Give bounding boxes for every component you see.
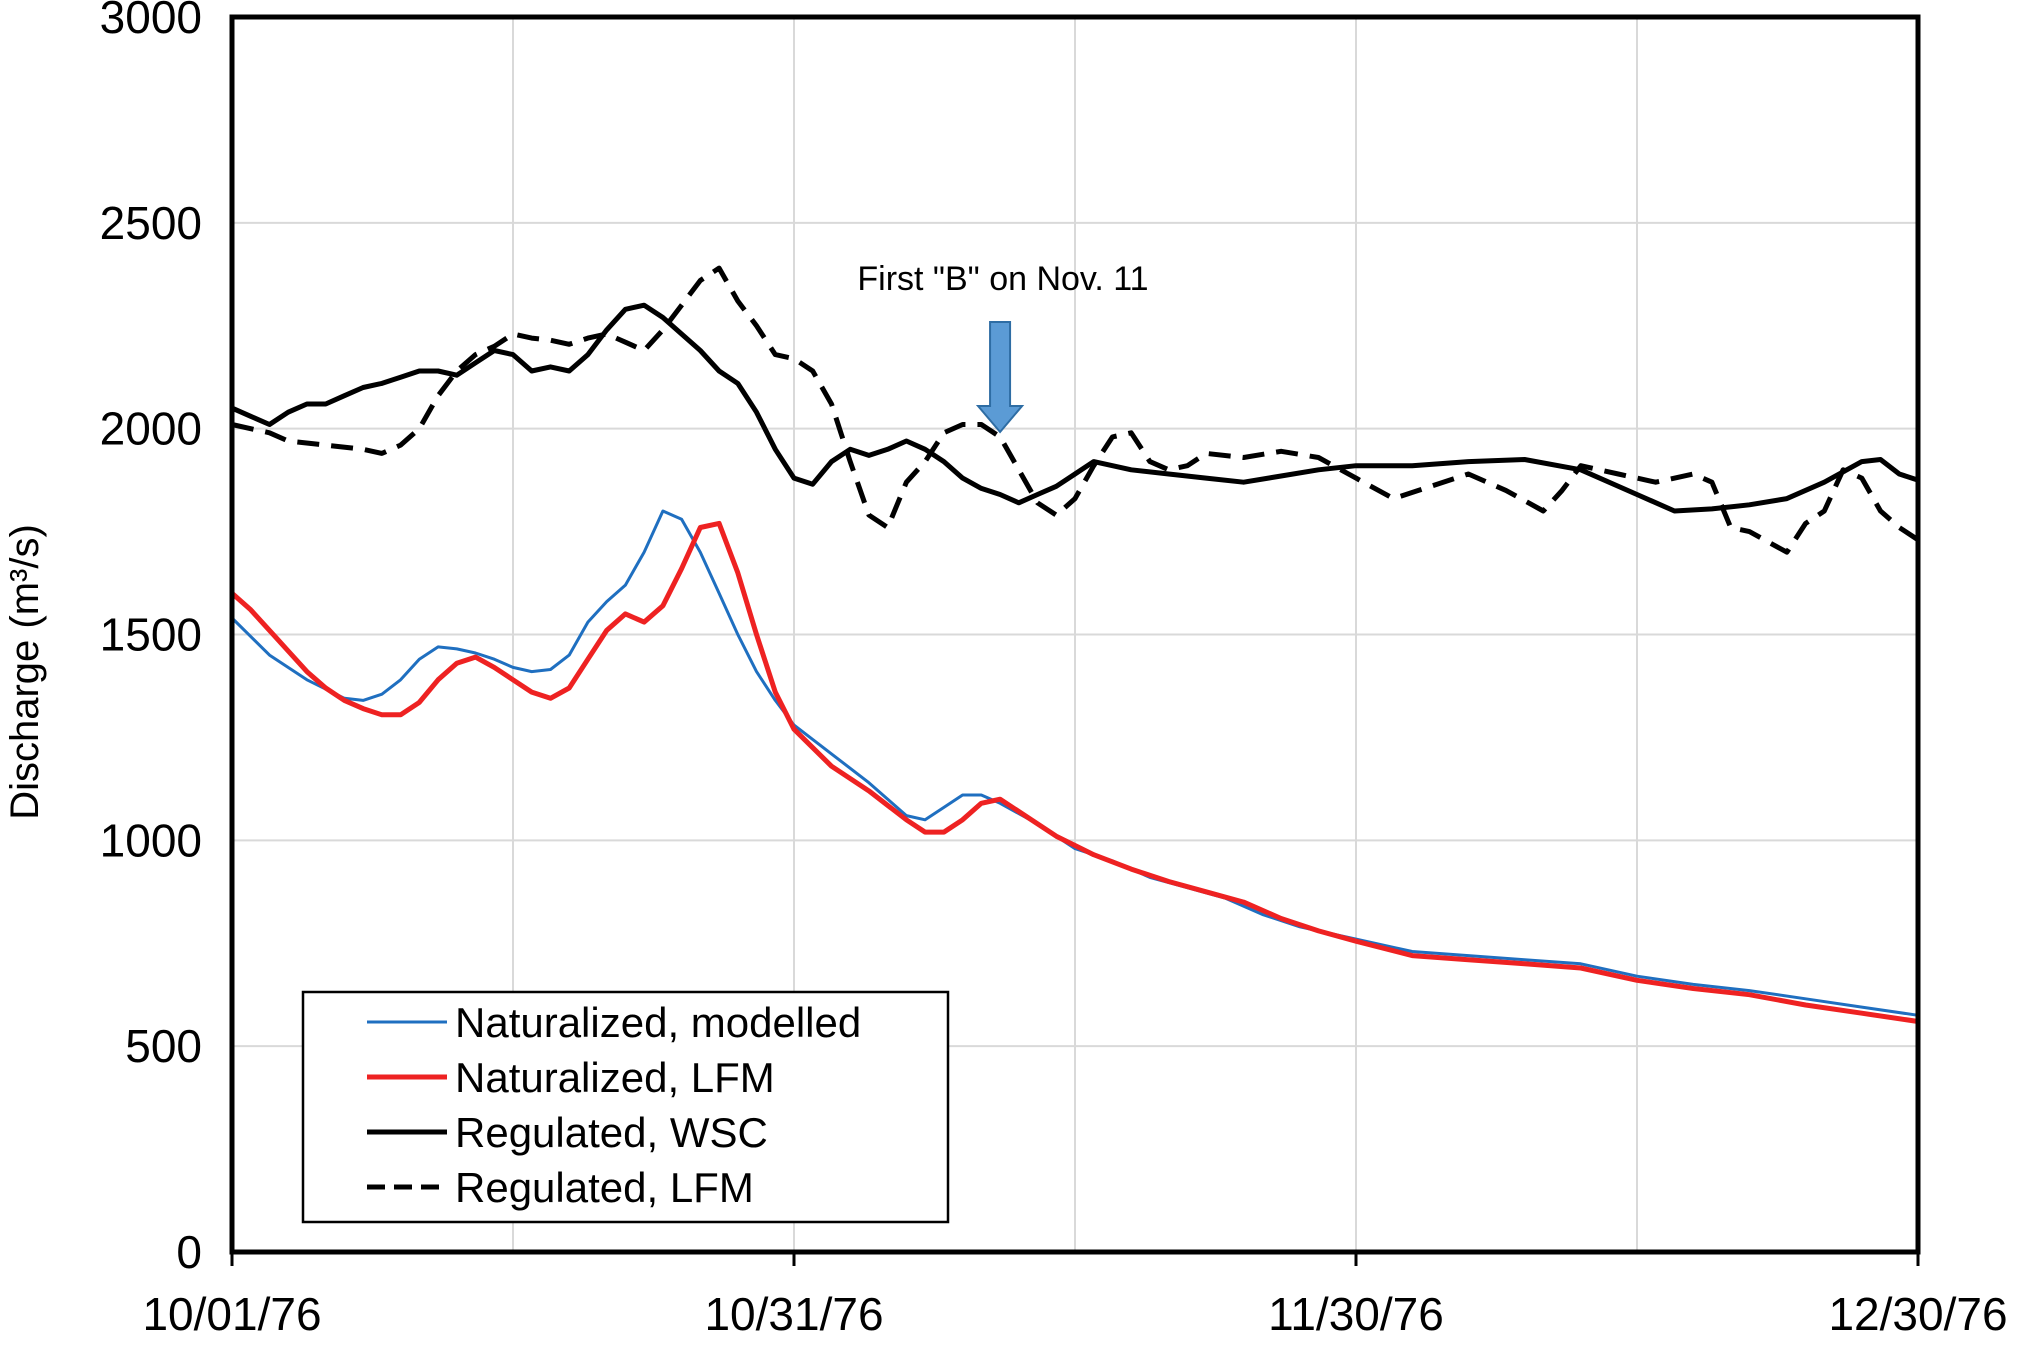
annotation: First "B" on Nov. 11 [857, 260, 1149, 434]
legend: Naturalized, modelled Naturalized, LFM Reg… [301, 990, 950, 1224]
y-axis-title: Discharge (m³/s) [3, 524, 47, 820]
x-tick-label: 10/31/76 [704, 1288, 883, 1340]
y-tick-label: 0 [176, 1226, 202, 1278]
series-line-3 [229, 302, 1921, 514]
legend-label: Regulated, WSC [455, 1109, 768, 1156]
y-tick-label: 500 [125, 1020, 202, 1072]
y-tick-label: 1500 [100, 609, 202, 661]
y-tick-label: 2000 [100, 403, 202, 455]
annotation-text: First "B" on Nov. 11 [857, 260, 1148, 298]
series-line-2 [229, 520, 1921, 1024]
series-layer [229, 265, 1921, 1024]
legend-label: Regulated, LFM [455, 1164, 754, 1211]
y-tick-labels: 0 500 1000 1500 2000 2500 3000 [100, 0, 202, 1278]
x-tick-labels: 10/01/76 10/31/76 11/30/76 12/30/76 [142, 1252, 2008, 1340]
legend-label: Naturalized, LFM [455, 1054, 775, 1101]
legend-items: Naturalized, modelled Naturalized, LFM Reg… [367, 999, 861, 1211]
y-tick-label: 1000 [100, 814, 202, 866]
plot-frame [229, 14, 1921, 1255]
legend-box [301, 990, 950, 1224]
y-tick-label: 2500 [100, 197, 202, 249]
y-tick-label: 3000 [100, 0, 202, 43]
y-axis-title-text: Discharge (m³/s) [3, 524, 47, 820]
x-tick-label: 10/01/76 [142, 1288, 321, 1340]
x-tick-label: 12/30/76 [1828, 1288, 2007, 1340]
legend-label: Naturalized, modelled [455, 999, 861, 1046]
x-tick-label: 11/30/76 [1268, 1288, 1444, 1340]
series-line-4 [231, 265, 1920, 555]
annotation-arrow-icon [975, 321, 1025, 434]
